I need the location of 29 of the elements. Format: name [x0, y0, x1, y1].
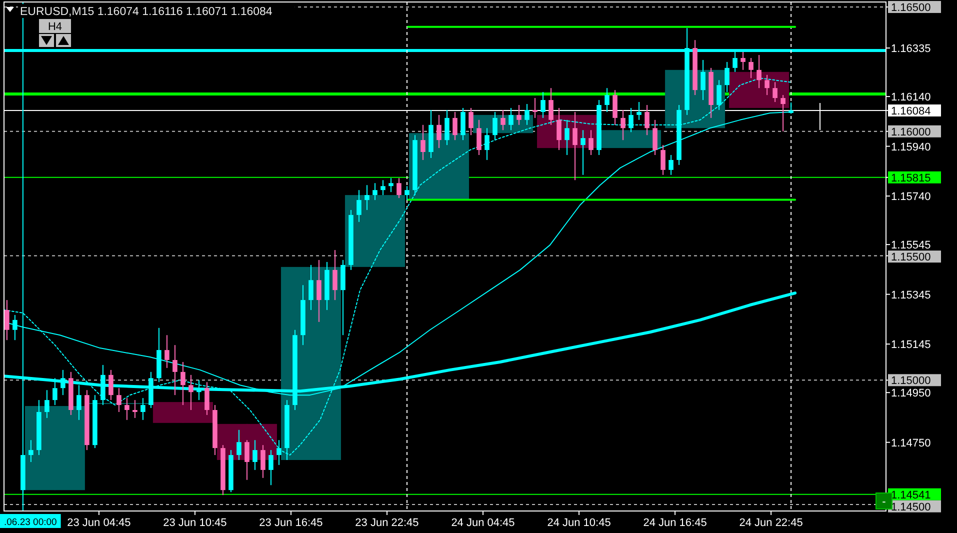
x-tick-label: 24 Jun 04:45	[451, 517, 515, 529]
ref-line-label: 1.15500	[891, 252, 931, 264]
chart-title: EURUSD,M15 1.16074 1.16116 1.16071 1.16084	[20, 6, 273, 18]
ref-line-label: 1.14541	[891, 489, 931, 502]
ref-line-label: 1.15815	[891, 172, 931, 184]
annotation: H4	[48, 21, 62, 33]
x-tick-label: 23 Jun 16:45	[259, 517, 323, 529]
x-tick-label: 23 Jun 04:45	[67, 517, 131, 529]
y-tick-label: 1.16140	[891, 92, 931, 104]
x-tick-label: 24 Jun 22:45	[739, 517, 803, 529]
ref-line-label: 1.16084	[891, 105, 931, 118]
x-tick-label: 24 Jun 10:45	[547, 517, 611, 529]
ref-line-label: .06.23 00:00	[4, 517, 57, 528]
y-tick-label: 1.14950	[891, 388, 931, 400]
ref-line-label: 1.16500	[891, 2, 931, 14]
x-tick-label: 23 Jun 10:45	[163, 517, 227, 529]
ref-line-label: 1.14500	[891, 501, 931, 514]
annotation: -	[882, 496, 886, 508]
y-tick-label: 1.14750	[891, 437, 931, 450]
ref-line-label: 1.16000	[891, 126, 931, 138]
x-tick-label: 23 Jun 22:45	[355, 517, 419, 529]
y-tick-label: 1.15345	[891, 289, 931, 302]
y-tick-label: 1.15145	[891, 339, 931, 352]
ref-line-label: 1.15000	[891, 375, 931, 388]
y-tick-label: 1.15940	[891, 141, 931, 154]
y-tick-label: 1.16335	[891, 43, 931, 56]
x-tick-label: 24 Jun 16:45	[643, 517, 707, 529]
y-tick-label: 1.15545	[891, 240, 931, 252]
y-tick-label: 1.15740	[891, 191, 931, 204]
